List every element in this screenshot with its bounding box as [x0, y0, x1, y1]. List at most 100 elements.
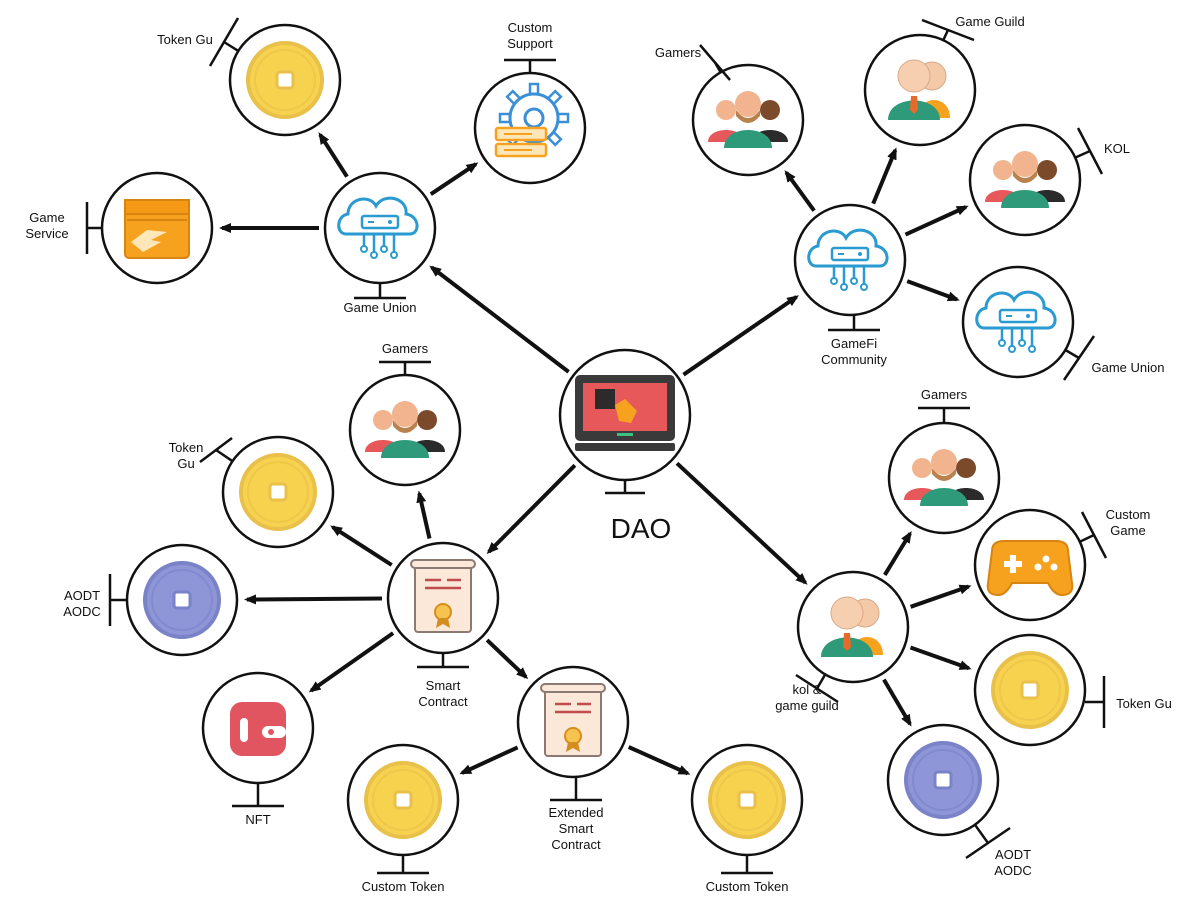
node-extended-contract[interactable]: Extended Smart Contract	[516, 665, 630, 852]
node-label-line: Game Union	[1092, 360, 1165, 375]
node-label-line: Contract	[551, 837, 601, 852]
node-game-union-right[interactable]: Game Union	[961, 265, 1165, 381]
node-gamefi-community[interactable]: GameFi Community	[793, 203, 907, 367]
people-group-icon	[365, 401, 445, 458]
label-connector	[1064, 348, 1080, 360]
node-label: Game Union	[344, 300, 417, 315]
gold-coin-icon	[991, 651, 1069, 729]
arrow-smart_contract-to-token_gu_left	[330, 525, 393, 567]
node-custom-support[interactable]: Custom Support	[473, 20, 587, 185]
arrow-smart_contract-to-extended_contract	[485, 638, 529, 680]
cloud-server-icon	[807, 228, 889, 291]
contract-scroll-icon	[410, 559, 476, 633]
label-connector	[973, 824, 990, 844]
label-connector	[1074, 149, 1091, 159]
arrow-game_union_left-to-token_gu_top	[318, 132, 349, 178]
node-aodt-right[interactable]: AODT AODC	[886, 723, 1032, 878]
node-label-line: Game Guild	[955, 14, 1024, 29]
arrow-smart_contract-to-nft	[308, 631, 395, 693]
label-connector	[215, 448, 234, 463]
node-label-line: Smart	[426, 678, 461, 693]
arrow-center-to-game_union_left	[429, 265, 570, 374]
node-label-line: Token Gu	[1116, 696, 1172, 711]
node-label-line: NFT	[245, 812, 270, 827]
label-connector	[223, 40, 239, 52]
node-custom-token-right[interactable]: Custom Token	[690, 743, 804, 894]
node-label: Custom Token	[706, 879, 789, 894]
node-label-line: Custom	[508, 20, 553, 35]
node-custom-game[interactable]: Custom Game	[973, 507, 1151, 622]
wallet-icon	[230, 702, 286, 756]
node-label: Custom Game	[1106, 507, 1151, 538]
node-label: Game Guild	[955, 14, 1024, 29]
node-game-service[interactable]: Game Service	[25, 171, 214, 285]
handshake-box-icon	[124, 199, 190, 259]
arrow-kol_guild-to-custom_game	[909, 584, 972, 609]
node-gamers-top[interactable]: Gamers	[655, 44, 805, 177]
node-token-gu-left[interactable]: Token Gu	[169, 435, 335, 549]
node-token-gu-top[interactable]: Token Gu	[157, 17, 342, 137]
user-pair-icon	[821, 596, 883, 657]
arrow-gamefi_community-to-game_union_right	[906, 279, 960, 302]
node-label: Game Union	[1092, 360, 1165, 375]
node-label: Game Service	[25, 210, 68, 241]
node-label-line: AODC	[63, 604, 101, 619]
node-label-line: Support	[507, 36, 553, 51]
node-label-line: Custom Token	[362, 879, 445, 894]
node-gamers-mid-left[interactable]: Gamers	[348, 341, 462, 487]
node-label-line: game guild	[775, 698, 839, 713]
node-label-line: Game Union	[344, 300, 417, 315]
label-connector	[942, 29, 950, 41]
arrow-smart_contract-to-gamers_mid_left	[416, 490, 432, 539]
arrow-kol_guild-to-aodt_right	[882, 678, 912, 727]
people-group-icon	[985, 151, 1065, 208]
node-label-line: Custom	[1106, 507, 1151, 522]
node-label: Gamers	[921, 387, 968, 402]
node-aodt-left[interactable]: AODT AODC	[63, 543, 239, 657]
arrow-center-to-smart_contract	[486, 463, 577, 555]
node-kol[interactable]: KOL	[968, 123, 1130, 237]
arrow-extended_contract-to-custom_token_right	[627, 745, 691, 776]
node-game-union-left[interactable]: Game Union	[323, 171, 437, 315]
node-nft[interactable]: NFT	[201, 671, 315, 827]
node-label-line: Smart	[559, 821, 594, 836]
node-label-line: AODC	[994, 863, 1032, 878]
arrow-gamefi_community-to-game_guild	[871, 147, 898, 205]
node-token-gu-right[interactable]: Token Gu	[973, 633, 1172, 747]
node-label-line: GameFi	[831, 336, 877, 351]
arrow-kol_guild-to-gamers_right	[883, 530, 912, 576]
gold-coin-icon	[239, 453, 317, 531]
label-connector	[713, 61, 722, 73]
node-label-line: kol &	[793, 682, 822, 697]
node-game-guild[interactable]: Game Guild	[863, 14, 1025, 147]
node-kol-guild[interactable]: kol & game guild	[775, 570, 910, 713]
node-label-line: AODT	[64, 588, 100, 603]
node-dao[interactable]: DAO	[558, 348, 692, 544]
node-label-line: Gamers	[655, 45, 702, 60]
arrow-center-to-kol_guild	[675, 461, 808, 585]
node-label-line: Token Gu	[157, 32, 213, 47]
node-label: Smart Contract	[418, 678, 468, 709]
node-label-line: Gamers	[382, 341, 429, 356]
node-label: kol & game guild	[775, 682, 839, 713]
node-label-line: AODT	[995, 847, 1031, 862]
cloud-server-icon	[337, 196, 419, 259]
node-label: Gamers	[655, 45, 702, 60]
node-gamers-right[interactable]: Gamers	[887, 387, 1001, 535]
node-label-line: Game	[1110, 523, 1145, 538]
node-smart-contract[interactable]: Smart Contract	[386, 541, 500, 709]
gold-coin-icon	[708, 761, 786, 839]
node-label: Custom Token	[362, 879, 445, 894]
edges-layer	[219, 132, 972, 776]
node-label-line: Contract	[418, 694, 468, 709]
node-label-line: Service	[25, 226, 68, 241]
gamepad-icon	[986, 540, 1074, 597]
node-label-line: Gamers	[921, 387, 968, 402]
node-label-line: Extended	[549, 805, 604, 820]
node-custom-token-left[interactable]: Custom Token	[346, 743, 460, 894]
monitor-hand-icon	[575, 375, 675, 451]
node-label-line: Custom Token	[706, 879, 789, 894]
arrow-center-to-gamefi_community	[682, 295, 799, 377]
node-label-line: Gu	[177, 456, 194, 471]
